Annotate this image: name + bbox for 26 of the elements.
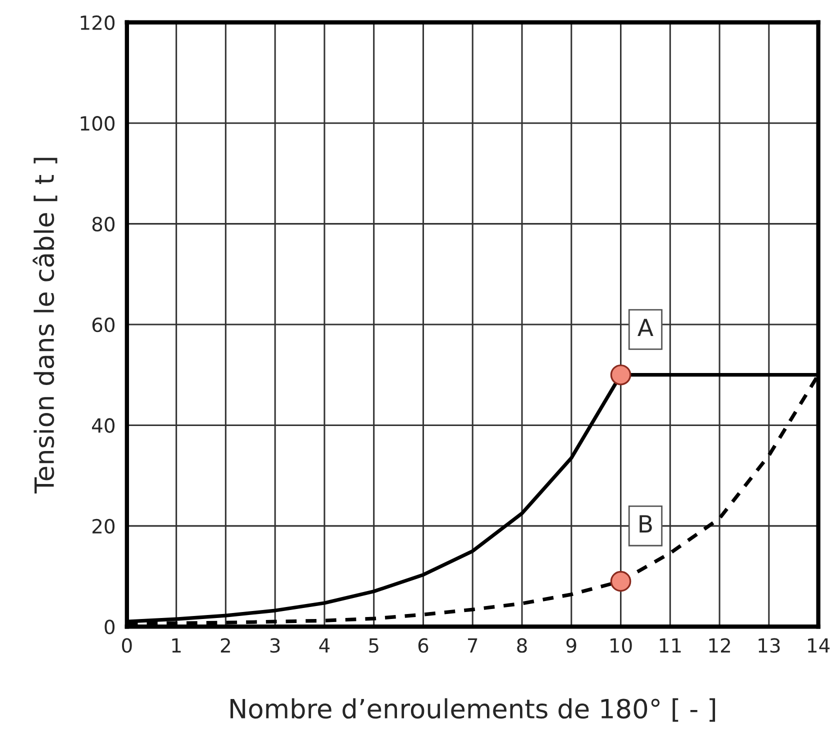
x-tick-label: 13 — [758, 638, 780, 653]
annotation: A — [638, 318, 654, 336]
x-tick-label: 11 — [660, 638, 681, 653]
annotation: B — [640, 515, 652, 532]
x-tick-label: 3 — [270, 638, 280, 653]
x-tick-label: 8 — [517, 638, 527, 653]
x-tick-label: 2 — [220, 638, 230, 653]
x-tick-label: 6 — [418, 638, 428, 653]
y-tick-label: 60 — [92, 317, 115, 332]
y-tick-label: 20 — [92, 518, 115, 534]
x-tick-label: 14 — [808, 638, 830, 653]
x-tick-label: 4 — [319, 638, 330, 653]
x-tick-label: 0 — [122, 638, 132, 653]
y-tick-label: 80 — [92, 216, 115, 232]
y-tick-label: 120 — [80, 15, 115, 30]
x-tick-label: 10 — [610, 638, 632, 653]
x-tick-label: 12 — [709, 638, 730, 653]
x-axis-title: Nombre d’enroulements de 180° [ - ] — [230, 698, 716, 722]
y-tick-label: 40 — [92, 418, 115, 433]
x-tick-label: 1 — [172, 638, 181, 653]
x-tick-label: 7 — [468, 638, 478, 653]
y-tick-label: 100 — [80, 116, 115, 131]
y-tick-label: 0 — [104, 620, 115, 634]
y-axis-title: Tension dans le câble [ t ] — [32, 158, 58, 494]
x-tick-label: 5 — [369, 638, 378, 653]
x-tick-label: 9 — [566, 638, 576, 653]
